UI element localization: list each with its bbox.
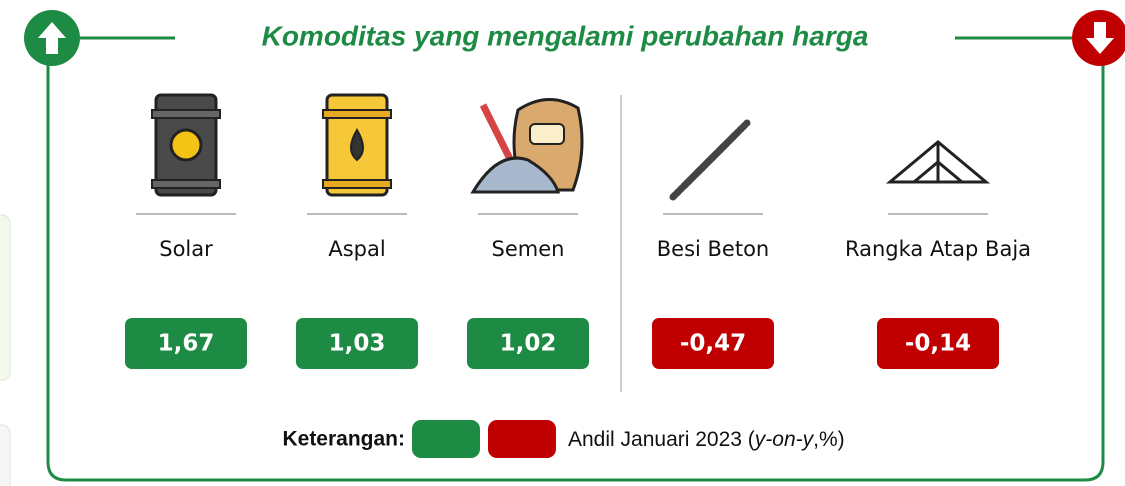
- legend-text: Andil Januari 2023 (y-on-y,%): [568, 428, 845, 451]
- commodity: Rangka Atap Baja -0,14: [845, 142, 1031, 369]
- barrel-band: [323, 110, 391, 118]
- shovel: [483, 105, 513, 165]
- legend-text-part: y-on-y: [753, 428, 815, 451]
- commodity: Besi Beton -0,47: [652, 123, 774, 369]
- value-text: -0,47: [680, 331, 746, 357]
- commodity: Aspal 1,03: [296, 95, 418, 369]
- legend-text-part: ,%): [813, 428, 845, 451]
- value-text: 1,02: [500, 331, 557, 357]
- value-text: 1,67: [158, 331, 215, 357]
- cement-label: [530, 124, 564, 144]
- side-panel: [0, 215, 10, 380]
- truss: [890, 142, 986, 182]
- title: Komoditas yang mengalami perubahan harga: [262, 20, 869, 51]
- up-icon: [24, 10, 80, 66]
- barrel-band: [323, 180, 391, 188]
- commodity-name: Solar: [159, 237, 213, 261]
- rebar-rod: [697, 123, 747, 173]
- value-text: -0,14: [905, 331, 971, 357]
- barrel-drop: [171, 130, 201, 160]
- commodity-name: Aspal: [328, 237, 385, 261]
- legend-text-part: Andil Januari 2023 (: [568, 428, 755, 451]
- barrel-band: [152, 110, 220, 118]
- side-panel: [0, 425, 10, 486]
- commodity-name: Rangka Atap Baja: [845, 237, 1031, 261]
- legend-swatch: [412, 420, 480, 458]
- legend-label: Keterangan:: [282, 428, 405, 451]
- commodity-name: Besi Beton: [657, 237, 770, 261]
- barrel-band: [152, 180, 220, 188]
- commodity: Solar 1,67: [125, 95, 247, 369]
- commodity: Semen 1,02: [467, 99, 589, 369]
- commodity-name: Semen: [492, 237, 565, 261]
- down-icon: [1072, 10, 1125, 66]
- legend-swatch: [488, 420, 556, 458]
- infographic: Komoditas yang mengalami perubahan harga…: [0, 0, 1125, 486]
- value-text: 1,03: [329, 331, 386, 357]
